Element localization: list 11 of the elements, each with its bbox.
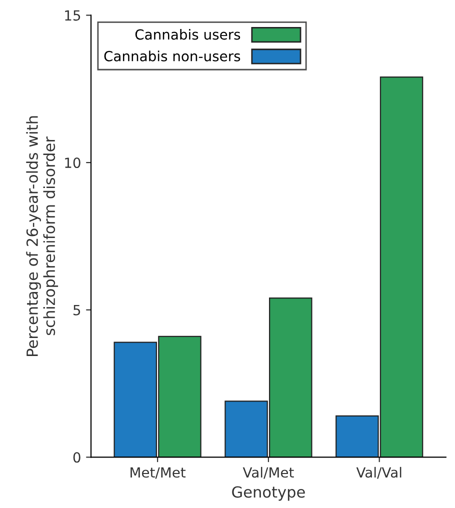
- y-tick-label: 0: [73, 452, 80, 463]
- x-tick-label: Met/Met: [130, 467, 186, 479]
- y-tick-label: 15: [65, 10, 80, 21]
- y-tick-label: 5: [74, 305, 80, 316]
- x-tick-label: Val/Val: [356, 466, 402, 479]
- legend-label: Cannabis users: [135, 28, 240, 40]
- y-axis-title: Percentage of 26-year-olds with schizophreniform disorder: [26, 116, 58, 356]
- y-tick-label: 10: [65, 158, 80, 168]
- x-axis-title: Genotype: [232, 486, 305, 501]
- x-tick-label: Val/Met: [242, 466, 294, 479]
- legend-label: Cannabis non-users: [104, 50, 240, 62]
